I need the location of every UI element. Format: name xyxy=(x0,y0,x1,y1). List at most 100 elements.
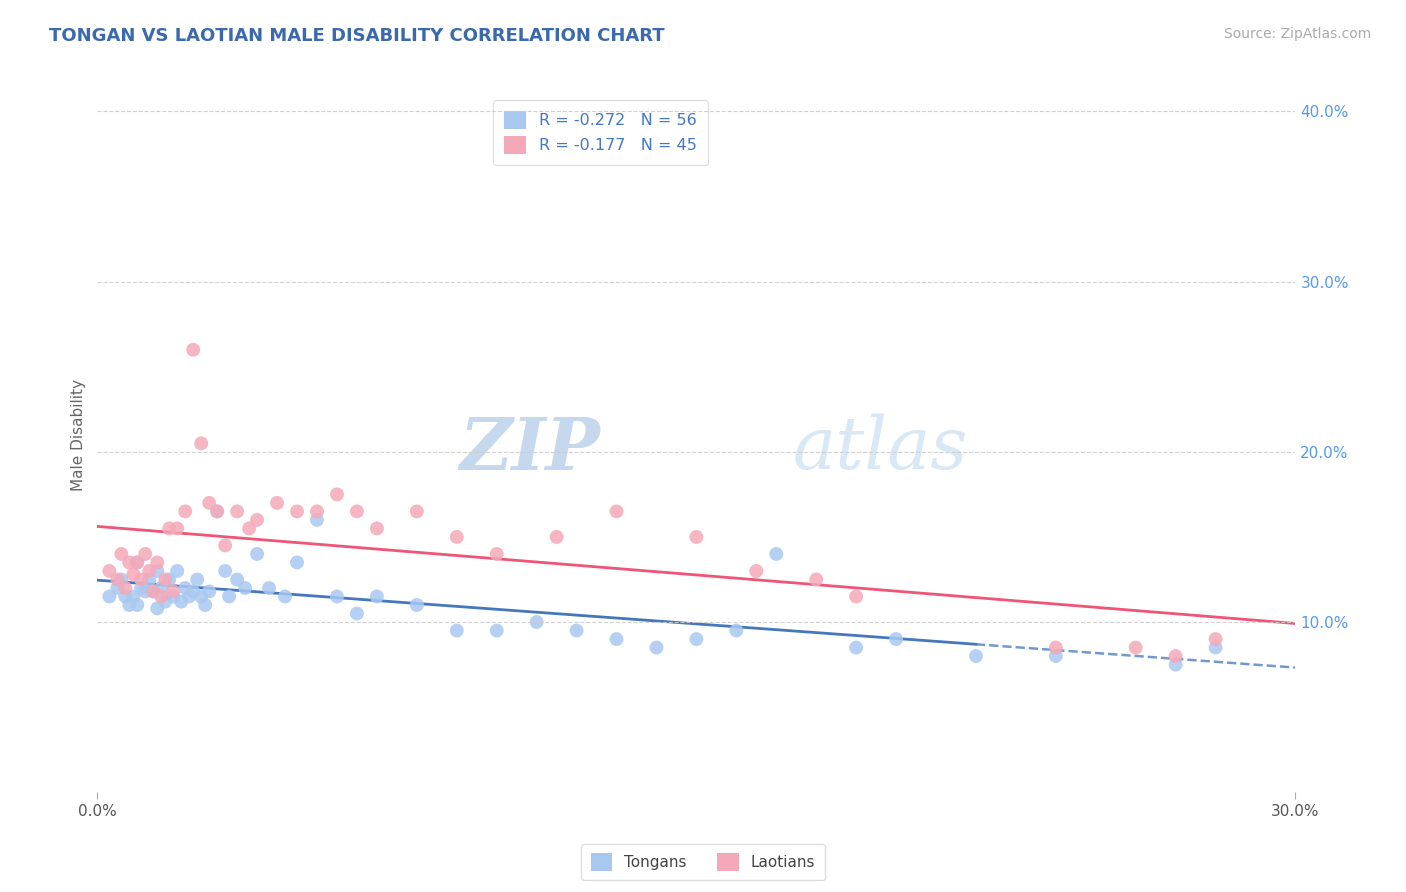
Point xyxy=(105,573,128,587)
Point xyxy=(129,573,152,587)
Point xyxy=(170,594,193,608)
Point xyxy=(806,573,828,587)
Text: Source: ZipAtlas.com: Source: ZipAtlas.com xyxy=(1223,27,1371,41)
Point xyxy=(110,547,132,561)
Point xyxy=(179,590,201,604)
Point xyxy=(150,581,173,595)
Point xyxy=(238,521,260,535)
Point xyxy=(266,496,288,510)
Point xyxy=(174,581,197,595)
Text: TONGAN VS LAOTIAN MALE DISABILITY CORRELATION CHART: TONGAN VS LAOTIAN MALE DISABILITY CORREL… xyxy=(49,27,665,45)
Point xyxy=(118,598,141,612)
Point xyxy=(446,624,468,638)
Point xyxy=(257,581,280,595)
Point xyxy=(546,530,568,544)
Point xyxy=(1045,640,1067,655)
Point xyxy=(326,487,349,501)
Point xyxy=(138,573,160,587)
Point xyxy=(205,504,228,518)
Point xyxy=(1164,657,1187,672)
Text: ZIP: ZIP xyxy=(460,414,600,484)
Point xyxy=(118,556,141,570)
Point xyxy=(105,581,128,595)
Point xyxy=(346,607,368,621)
Point xyxy=(685,632,707,646)
Point xyxy=(190,590,212,604)
Point xyxy=(98,590,121,604)
Point xyxy=(181,584,204,599)
Point xyxy=(146,564,169,578)
Point xyxy=(157,573,180,587)
Point xyxy=(246,513,269,527)
Point xyxy=(122,590,145,604)
Point xyxy=(155,594,177,608)
Point xyxy=(1164,649,1187,664)
Point xyxy=(198,496,221,510)
Point xyxy=(366,590,388,604)
Point xyxy=(134,547,156,561)
Point xyxy=(146,601,169,615)
Point xyxy=(845,640,868,655)
Legend: Tongans, Laotians: Tongans, Laotians xyxy=(582,844,824,880)
Point xyxy=(214,564,236,578)
Point xyxy=(127,556,149,570)
Point xyxy=(127,598,149,612)
Point xyxy=(181,343,204,357)
Point xyxy=(155,573,177,587)
Legend: R = -0.272   N = 56, R = -0.177   N = 45: R = -0.272 N = 56, R = -0.177 N = 45 xyxy=(494,100,709,165)
Point xyxy=(1205,632,1227,646)
Point xyxy=(198,584,221,599)
Point xyxy=(346,504,368,518)
Point xyxy=(129,581,152,595)
Point xyxy=(1205,640,1227,655)
Point xyxy=(485,624,508,638)
Point xyxy=(965,649,987,664)
Point xyxy=(446,530,468,544)
Point xyxy=(142,584,165,599)
Point xyxy=(150,590,173,604)
Point xyxy=(1045,649,1067,664)
Point xyxy=(765,547,787,561)
Point xyxy=(157,521,180,535)
Point xyxy=(685,530,707,544)
Point xyxy=(162,584,184,599)
Point xyxy=(142,584,165,599)
Point xyxy=(565,624,588,638)
Point xyxy=(218,590,240,604)
Point xyxy=(305,504,328,518)
Point xyxy=(134,584,156,599)
Point xyxy=(98,564,121,578)
Point xyxy=(606,504,628,518)
Point xyxy=(226,504,249,518)
Text: atlas: atlas xyxy=(792,414,967,484)
Point xyxy=(226,573,249,587)
Point xyxy=(405,598,427,612)
Point xyxy=(127,556,149,570)
Point xyxy=(606,632,628,646)
Point xyxy=(485,547,508,561)
Point xyxy=(114,590,136,604)
Point xyxy=(194,598,217,612)
Point xyxy=(162,590,184,604)
Point xyxy=(305,513,328,527)
Point xyxy=(725,624,748,638)
Point xyxy=(174,504,197,518)
Point xyxy=(1125,640,1147,655)
Point xyxy=(166,564,188,578)
Point xyxy=(122,567,145,582)
Point xyxy=(745,564,768,578)
Point xyxy=(645,640,668,655)
Point xyxy=(138,564,160,578)
Point xyxy=(233,581,256,595)
Point xyxy=(526,615,548,629)
Point xyxy=(214,538,236,552)
Point xyxy=(366,521,388,535)
Point xyxy=(190,436,212,450)
Point xyxy=(205,504,228,518)
Point xyxy=(285,556,308,570)
Point xyxy=(326,590,349,604)
Point xyxy=(166,521,188,535)
Point xyxy=(146,556,169,570)
Point xyxy=(274,590,297,604)
Point xyxy=(884,632,907,646)
